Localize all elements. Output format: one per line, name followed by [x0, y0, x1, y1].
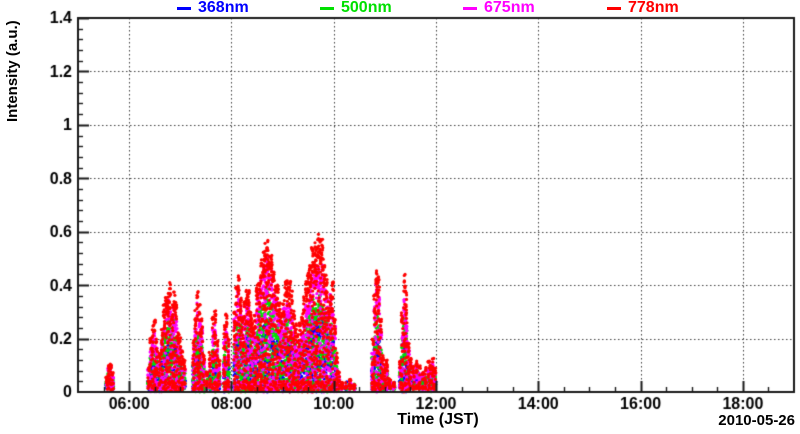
legend-item-675nm: 675nm	[463, 0, 535, 16]
y-axis-title: Intensity (a.u.)	[4, 20, 21, 122]
legend-label-368nm: 368nm	[198, 0, 249, 16]
legend-swatch-500nm-icon	[320, 6, 334, 10]
legend-label-500nm: 500nm	[341, 0, 392, 16]
x-axis-title: Time (JST)	[397, 411, 479, 428]
date-label: 2010-05-26	[718, 412, 795, 429]
legend-swatch-368nm-icon	[177, 6, 191, 10]
legend-item-368nm: 368nm	[177, 0, 249, 16]
legend-swatch-778nm-icon	[607, 6, 621, 10]
legend-swatch-675nm-icon	[463, 6, 477, 10]
legend-item-778nm: 778nm	[607, 0, 679, 16]
legend-item-500nm: 500nm	[320, 0, 392, 16]
legend-label-778nm: 778nm	[628, 0, 679, 16]
legend-label-675nm: 675nm	[484, 0, 535, 16]
